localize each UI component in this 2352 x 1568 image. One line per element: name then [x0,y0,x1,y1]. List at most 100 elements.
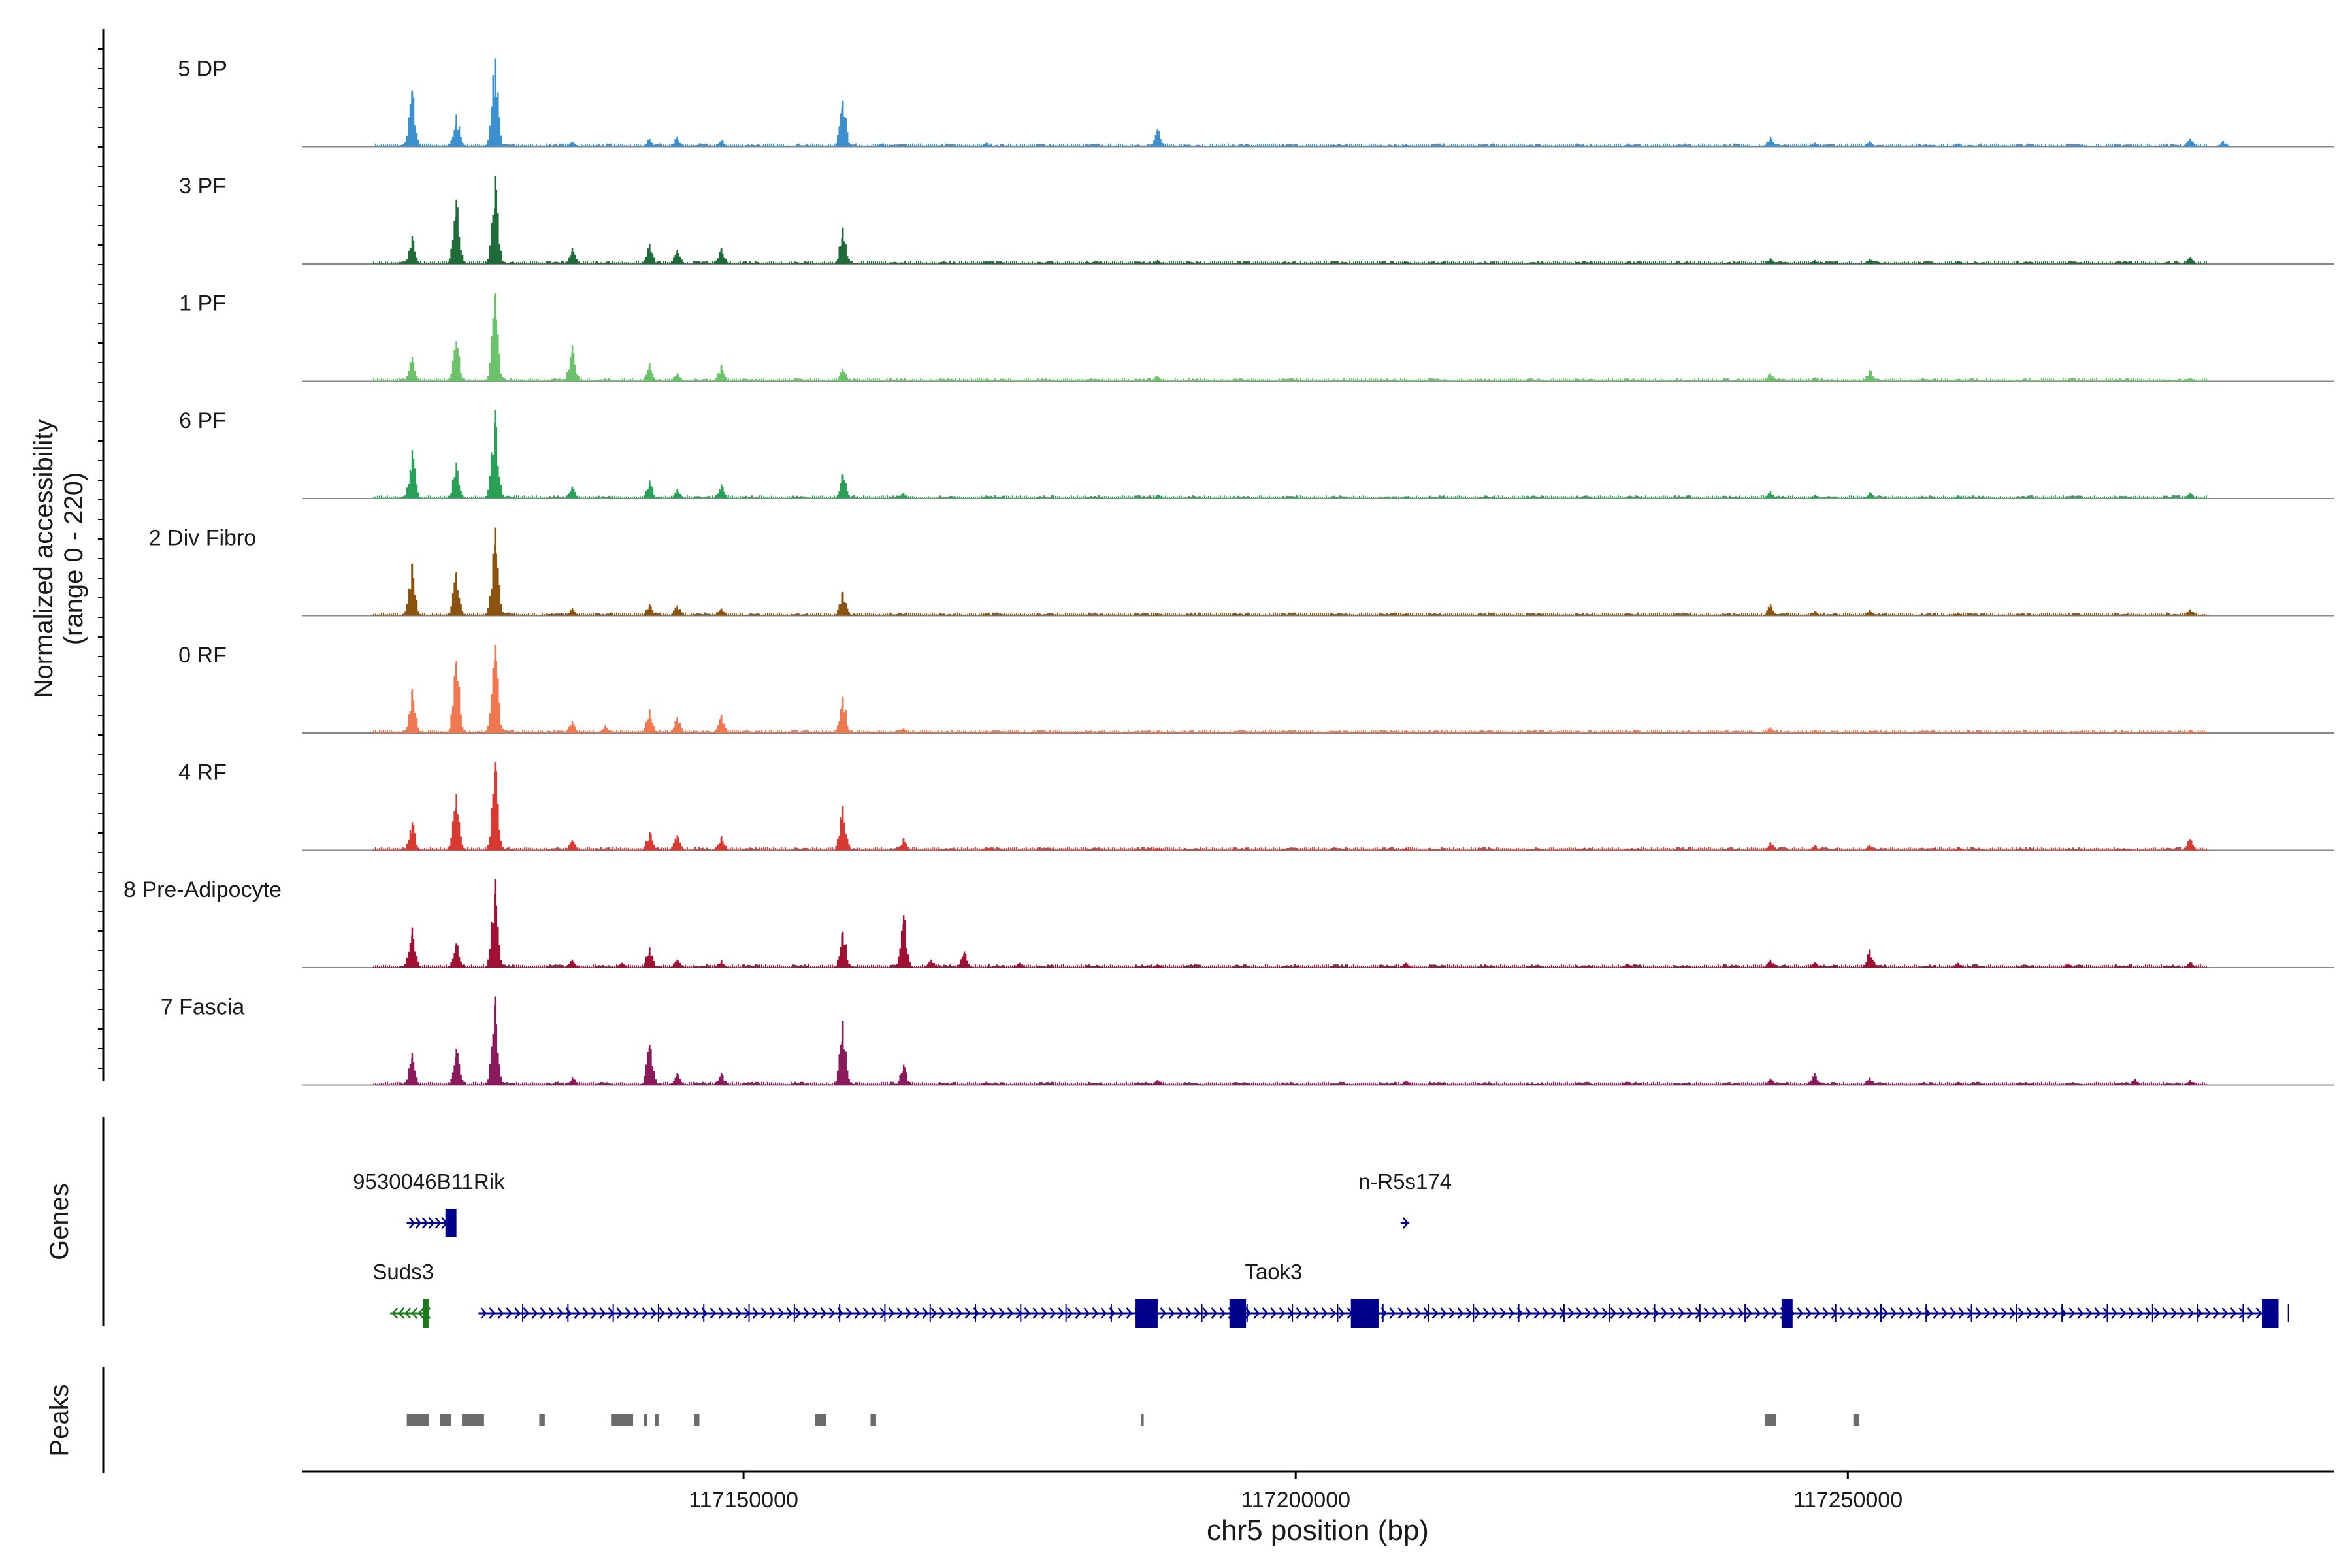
track-label: 2 Div Fibro [149,526,256,551]
track-peak [1763,491,1778,498]
track-peak [402,236,421,264]
peak-region [611,1414,634,1426]
track-peak [833,1021,853,1085]
track-peak [485,996,506,1085]
y-axis-ticks [98,48,103,1069]
gene-exon [445,1209,457,1237]
track-peak [1862,370,1877,382]
track-peak [1808,730,1820,733]
track-label: 5 DP [178,57,227,82]
track-peak [669,136,685,147]
track-peak [2182,257,2198,264]
track-peak [2182,493,2198,498]
track-label: 7 Fascia [161,995,245,1020]
track-peak [2184,962,2198,968]
track-peak [402,563,423,616]
track-peak [1863,492,1877,498]
track-peak [896,1064,913,1085]
track-peak [669,1073,686,1085]
x-axis-ticks: 117150000 117200000 117250000 [689,1471,1903,1512]
genes-panel-label: Genes [45,1183,74,1260]
gene-strand-chevrons [391,1307,431,1319]
gene-exon [2262,1299,2279,1328]
track-peak [1013,962,1027,968]
track-label: 6 PF [179,408,226,433]
track-peak [485,527,506,616]
track-peak [485,645,506,733]
track-peak [713,836,729,851]
track-0-rf [302,645,2334,734]
track-peak [1865,730,1876,733]
track-peak [564,840,580,851]
peak-region [644,1414,648,1426]
track-peak [833,806,852,851]
track-peak [1808,142,1820,147]
track-peak [894,915,913,968]
track-3-pf [302,176,2334,265]
coverage-tracks [302,58,2334,1086]
track-peak [669,250,685,264]
track-peak [669,717,686,733]
track-peak [980,495,992,498]
track-peak [1952,847,1964,851]
track-peak [1764,258,1778,264]
peak-region [815,1414,826,1426]
peak-region [406,1414,429,1426]
track-peak [669,489,685,498]
track-peak [1763,842,1778,851]
track-peak [980,1081,992,1085]
track-peak [485,762,506,851]
track-peak [642,139,657,147]
track-peak [835,369,850,382]
track-peak [713,608,729,616]
track-peak [669,605,685,616]
track-peak [980,378,992,382]
track-peak [642,604,657,616]
track-peak [447,661,467,733]
track-peak [402,822,421,851]
track-peak [1401,730,1412,733]
track-peak [447,199,467,264]
x-axis-label: chr5 position (bp) [1207,1514,1429,1546]
track-peak [640,244,659,264]
track-peak [923,959,939,968]
track-peak [447,114,465,147]
track-peak [1952,495,1964,498]
track-peak [669,835,685,851]
gene-9530046b11rik: 9530046B11Rik [353,1169,505,1237]
track-peak [1151,963,1164,968]
gene-intron-marks [522,1304,2289,1322]
track-peak [564,721,580,733]
track-peak [1401,847,1412,851]
track-peak [485,176,506,264]
track-peak [713,248,730,264]
peak-region [1853,1414,1859,1426]
track-peak [447,794,465,851]
track-peak [713,960,729,968]
track-peak [1151,494,1165,498]
track-peak [1622,144,1633,147]
track-peak [980,142,992,147]
track-peak [1151,375,1165,382]
track-peak [564,959,580,968]
track-peak [980,261,992,264]
track-peak [1808,845,1822,851]
gene-exon [1229,1299,1247,1328]
track-peak [1763,373,1778,382]
peak-region [655,1414,659,1426]
track-8-pre-adipocyte [302,879,2334,968]
track-peak [402,450,423,498]
track-peak [1953,378,1963,382]
track-peak [1806,1073,1822,1085]
track-peak [485,410,506,498]
peak-region [694,1414,700,1426]
track-peak [713,715,730,733]
track-peak [564,608,580,616]
gene-strand-chevrons [1402,1217,1409,1229]
track-peak [1863,1077,1877,1085]
track-2-div-fibro [302,527,2334,617]
track-peak [875,143,887,147]
track-peak [1763,137,1778,147]
track-peak [1862,949,1879,968]
track-peak [1763,604,1778,616]
